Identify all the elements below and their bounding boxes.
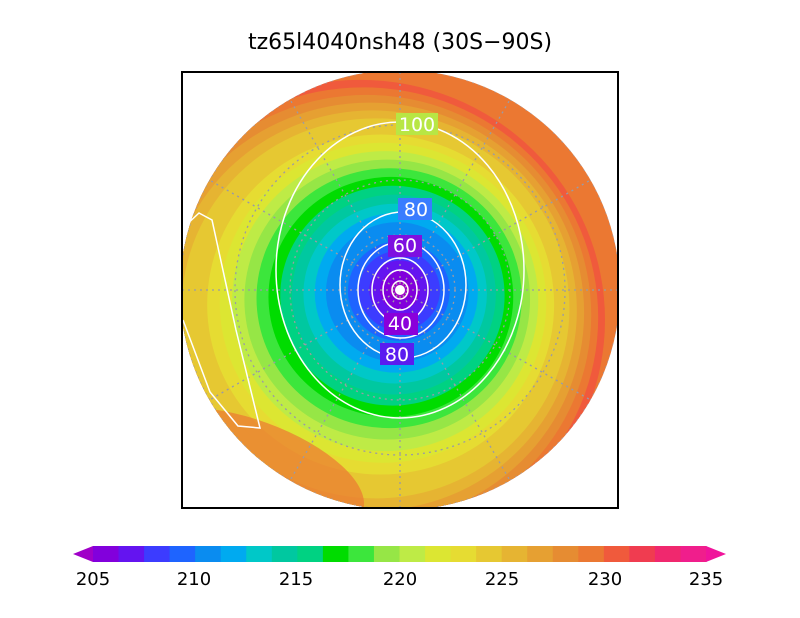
colorbar-cell [399, 546, 426, 562]
meridian-line [200, 289, 401, 406]
colorbar-tick-label: 205 [76, 569, 110, 590]
contour-label-bg [384, 313, 418, 335]
colorbar-cell [246, 546, 273, 562]
colorbar-cell [603, 546, 630, 562]
contour-label-80-upper: 80 [404, 199, 428, 221]
contour-label-bg [388, 235, 422, 257]
pole-marker [395, 285, 405, 295]
contour-label-100: 100 [399, 114, 435, 136]
colorbar-tick-label: 225 [485, 569, 519, 590]
contour-label-40: 40 [388, 313, 412, 335]
colorbar-cell [271, 546, 298, 562]
contour-label-bg [396, 113, 438, 135]
latitude-circle [234, 124, 566, 456]
colorbar-cell [297, 546, 324, 562]
colorbar-cell [220, 546, 247, 562]
colorbar-extend-low [73, 546, 93, 562]
contour-line [391, 280, 409, 300]
contour-line [182, 212, 261, 429]
colorbar-cell [527, 546, 554, 562]
colorbar-cell [322, 546, 350, 562]
contour-label-80-lower: 80 [385, 344, 409, 366]
colorbar-cell [552, 546, 579, 562]
colorbar-cells [73, 546, 726, 562]
colorbar-tick-label: 235 [689, 569, 723, 590]
meridian-line [399, 289, 516, 490]
plot-frame [181, 71, 619, 509]
colorbar-cell [629, 546, 656, 562]
colorbar-cell [450, 546, 477, 562]
contour-label-bg [380, 343, 414, 365]
meridian-line [399, 90, 516, 291]
colorbar-tick-labels: 205 210 215 220 225 230 235 [76, 569, 723, 590]
colorbar-cell [144, 546, 171, 562]
colorbar-tick-label: 210 [177, 569, 211, 590]
contour-label-60: 60 [393, 235, 417, 257]
meridian-line [399, 289, 600, 406]
colorbar-cell [373, 546, 401, 562]
contour-line [382, 269, 418, 311]
plot-title: tz65l4040nsh48 (30S−90S) [247, 30, 553, 55]
colorbar-extend-high [706, 546, 726, 562]
colorbar-cell [476, 546, 503, 562]
meridian-line [284, 289, 401, 490]
colorbar-cell [195, 546, 222, 562]
colorbar-cell [501, 546, 528, 562]
colorbar-cell [425, 546, 452, 562]
filled-contours [182, 72, 618, 508]
colorbar-cell [169, 546, 196, 562]
colorbar-cell [93, 546, 120, 562]
colorbar-cell [118, 546, 145, 562]
meridian-line [200, 174, 401, 291]
colorbar-tick-label: 220 [383, 569, 417, 590]
colorbar-cell [578, 546, 605, 562]
colorbar-cell [680, 546, 707, 562]
colorbar-tick-label: 230 [588, 569, 622, 590]
colorbar-cell [348, 546, 375, 562]
colorbar-tick-label: 215 [279, 569, 313, 590]
meridian-line [399, 174, 600, 291]
contour-label-bg [398, 198, 432, 220]
meridian-line [284, 90, 401, 291]
colorbar-cell [654, 546, 682, 562]
